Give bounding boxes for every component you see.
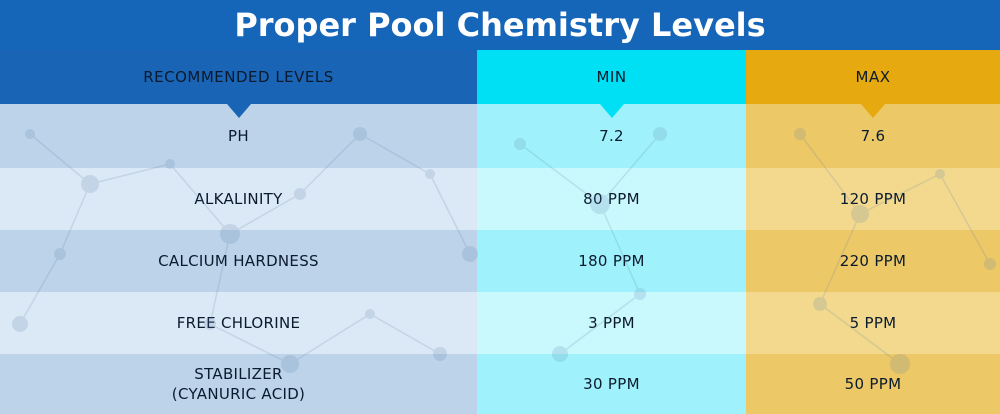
row-label: STABILIZER (CYANURIC ACID) — [0, 354, 477, 414]
max-header: MAX — [746, 50, 1000, 104]
max-value: 120 PPM — [746, 168, 1000, 230]
header-pointer-icon — [599, 104, 624, 118]
min-value: 80 PPM — [477, 168, 746, 230]
row-label: FREE CHLORINE — [0, 292, 477, 354]
chemistry-table: RECOMMENDED LEVELS PH ALKALINITY CALCIUM… — [0, 50, 1000, 414]
header-pointer-icon — [226, 104, 251, 118]
row-label: CALCIUM HARDNESS — [0, 230, 477, 292]
min-header: MIN — [477, 50, 746, 104]
max-value: 7.6 — [746, 104, 1000, 168]
max-value: 5 PPM — [746, 292, 1000, 354]
page-title: Proper Pool Chemistry Levels — [0, 0, 1000, 50]
max-column: MAX 7.6 120 PPM 220 PPM 5 PPM 50 PPM — [746, 50, 1000, 414]
max-value: 50 PPM — [746, 354, 1000, 414]
min-value: 30 PPM — [477, 354, 746, 414]
row-label: ALKALINITY — [0, 168, 477, 230]
recommended-levels-header: RECOMMENDED LEVELS — [0, 50, 477, 104]
max-value: 220 PPM — [746, 230, 1000, 292]
row-label-text: STABILIZER (CYANURIC ACID) — [171, 365, 306, 403]
header-pointer-icon — [861, 104, 885, 118]
title-text: Proper Pool Chemistry Levels — [234, 6, 766, 44]
min-value: 180 PPM — [477, 230, 746, 292]
min-column: MIN 7.2 80 PPM 180 PPM 3 PPM 30 PPM — [477, 50, 746, 414]
recommended-levels-column: RECOMMENDED LEVELS PH ALKALINITY CALCIUM… — [0, 50, 477, 414]
min-value: 3 PPM — [477, 292, 746, 354]
